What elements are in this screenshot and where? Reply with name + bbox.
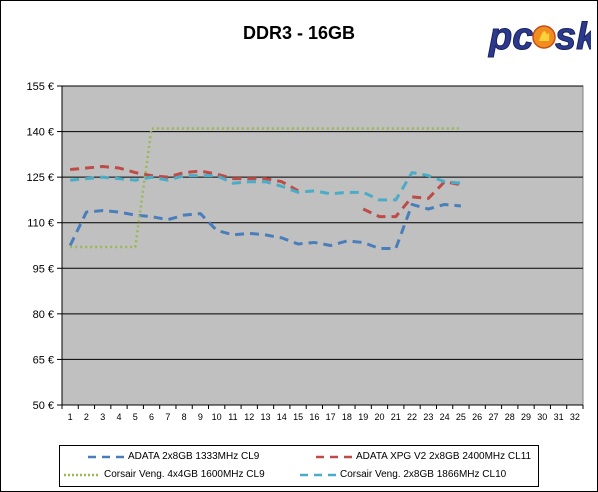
x-tick-label: 22 — [407, 412, 417, 422]
x-tick-label: 29 — [521, 412, 531, 422]
x-tick-label: 27 — [488, 412, 498, 422]
x-tick-label: 20 — [374, 412, 384, 422]
x-tick-label: 4 — [116, 412, 121, 422]
x-tick-label: 5 — [133, 412, 138, 422]
x-tick-label: 19 — [358, 412, 368, 422]
x-tick-label: 7 — [165, 412, 170, 422]
x-tick-label: 2 — [84, 412, 89, 422]
series-line-2 — [362, 180, 462, 219]
x-tick-label: 12 — [244, 412, 254, 422]
svg-text:pc: pc — [488, 16, 533, 58]
y-tick-label: 110 € — [27, 218, 54, 230]
chart-title: DDR3 - 16GB — [242, 23, 356, 43]
legend-label: Corsair Veng. 4x4GB 1600MHz CL9 — [104, 469, 265, 480]
x-tick-label: 32 — [570, 412, 580, 422]
x-tick-label: 30 — [537, 412, 547, 422]
x-tick-label: 13 — [261, 412, 271, 422]
x-tick-label: 21 — [391, 412, 401, 422]
x-tick-label: 26 — [472, 412, 482, 422]
x-tick-label: 15 — [293, 412, 303, 422]
x-tick-label: 3 — [100, 412, 105, 422]
y-tick-label: 95 € — [33, 263, 54, 275]
series-line-1 — [68, 202, 462, 251]
x-tick-label: 31 — [554, 412, 564, 422]
y-tick-label: 155 € — [26, 81, 54, 93]
legend-label: Corsair Veng. 2x8GB 1866MHz CL10 — [340, 469, 507, 480]
x-tick-label: 18 — [342, 412, 352, 422]
series-line-2 — [70, 165, 299, 193]
y-tick-label: 140 € — [26, 127, 54, 139]
x-tick-label: 24 — [440, 412, 450, 422]
pcosk-logo: pc sk — [488, 16, 592, 59]
legend: ADATA 2x8GB 1333MHz CL9 ADATA XPG V2 2x8… — [59, 445, 539, 487]
x-tick-label: 28 — [505, 412, 515, 422]
series-line-4 — [70, 171, 462, 202]
x-tick-label: 8 — [182, 412, 187, 422]
y-tick-label: 65 € — [33, 354, 54, 366]
x-tick-label: 1 — [68, 412, 73, 422]
x-tick-label: 17 — [326, 412, 336, 422]
legend-label: ADATA XPG V2 2x8GB 2400MHz CL11 — [356, 451, 532, 462]
plot-area — [61, 85, 584, 406]
series-line-3 — [70, 127, 461, 249]
y-tick-label: 50 € — [33, 400, 54, 412]
y-tick-label: 125 € — [26, 172, 54, 184]
legend-label: ADATA 2x8GB 1333MHz CL9 — [128, 451, 260, 462]
svg-text:sk: sk — [555, 16, 591, 58]
x-tick-label: 25 — [456, 412, 466, 422]
x-tick-label: 11 — [228, 412, 237, 422]
x-tick-label: 14 — [277, 412, 287, 422]
x-tick-label: 6 — [149, 412, 154, 422]
x-tick-label: 16 — [309, 412, 319, 422]
x-tick-label: 9 — [198, 412, 203, 422]
x-tick-label: 10 — [212, 412, 222, 422]
x-tick-label: 23 — [423, 412, 433, 422]
y-tick-label: 80 € — [33, 309, 54, 321]
